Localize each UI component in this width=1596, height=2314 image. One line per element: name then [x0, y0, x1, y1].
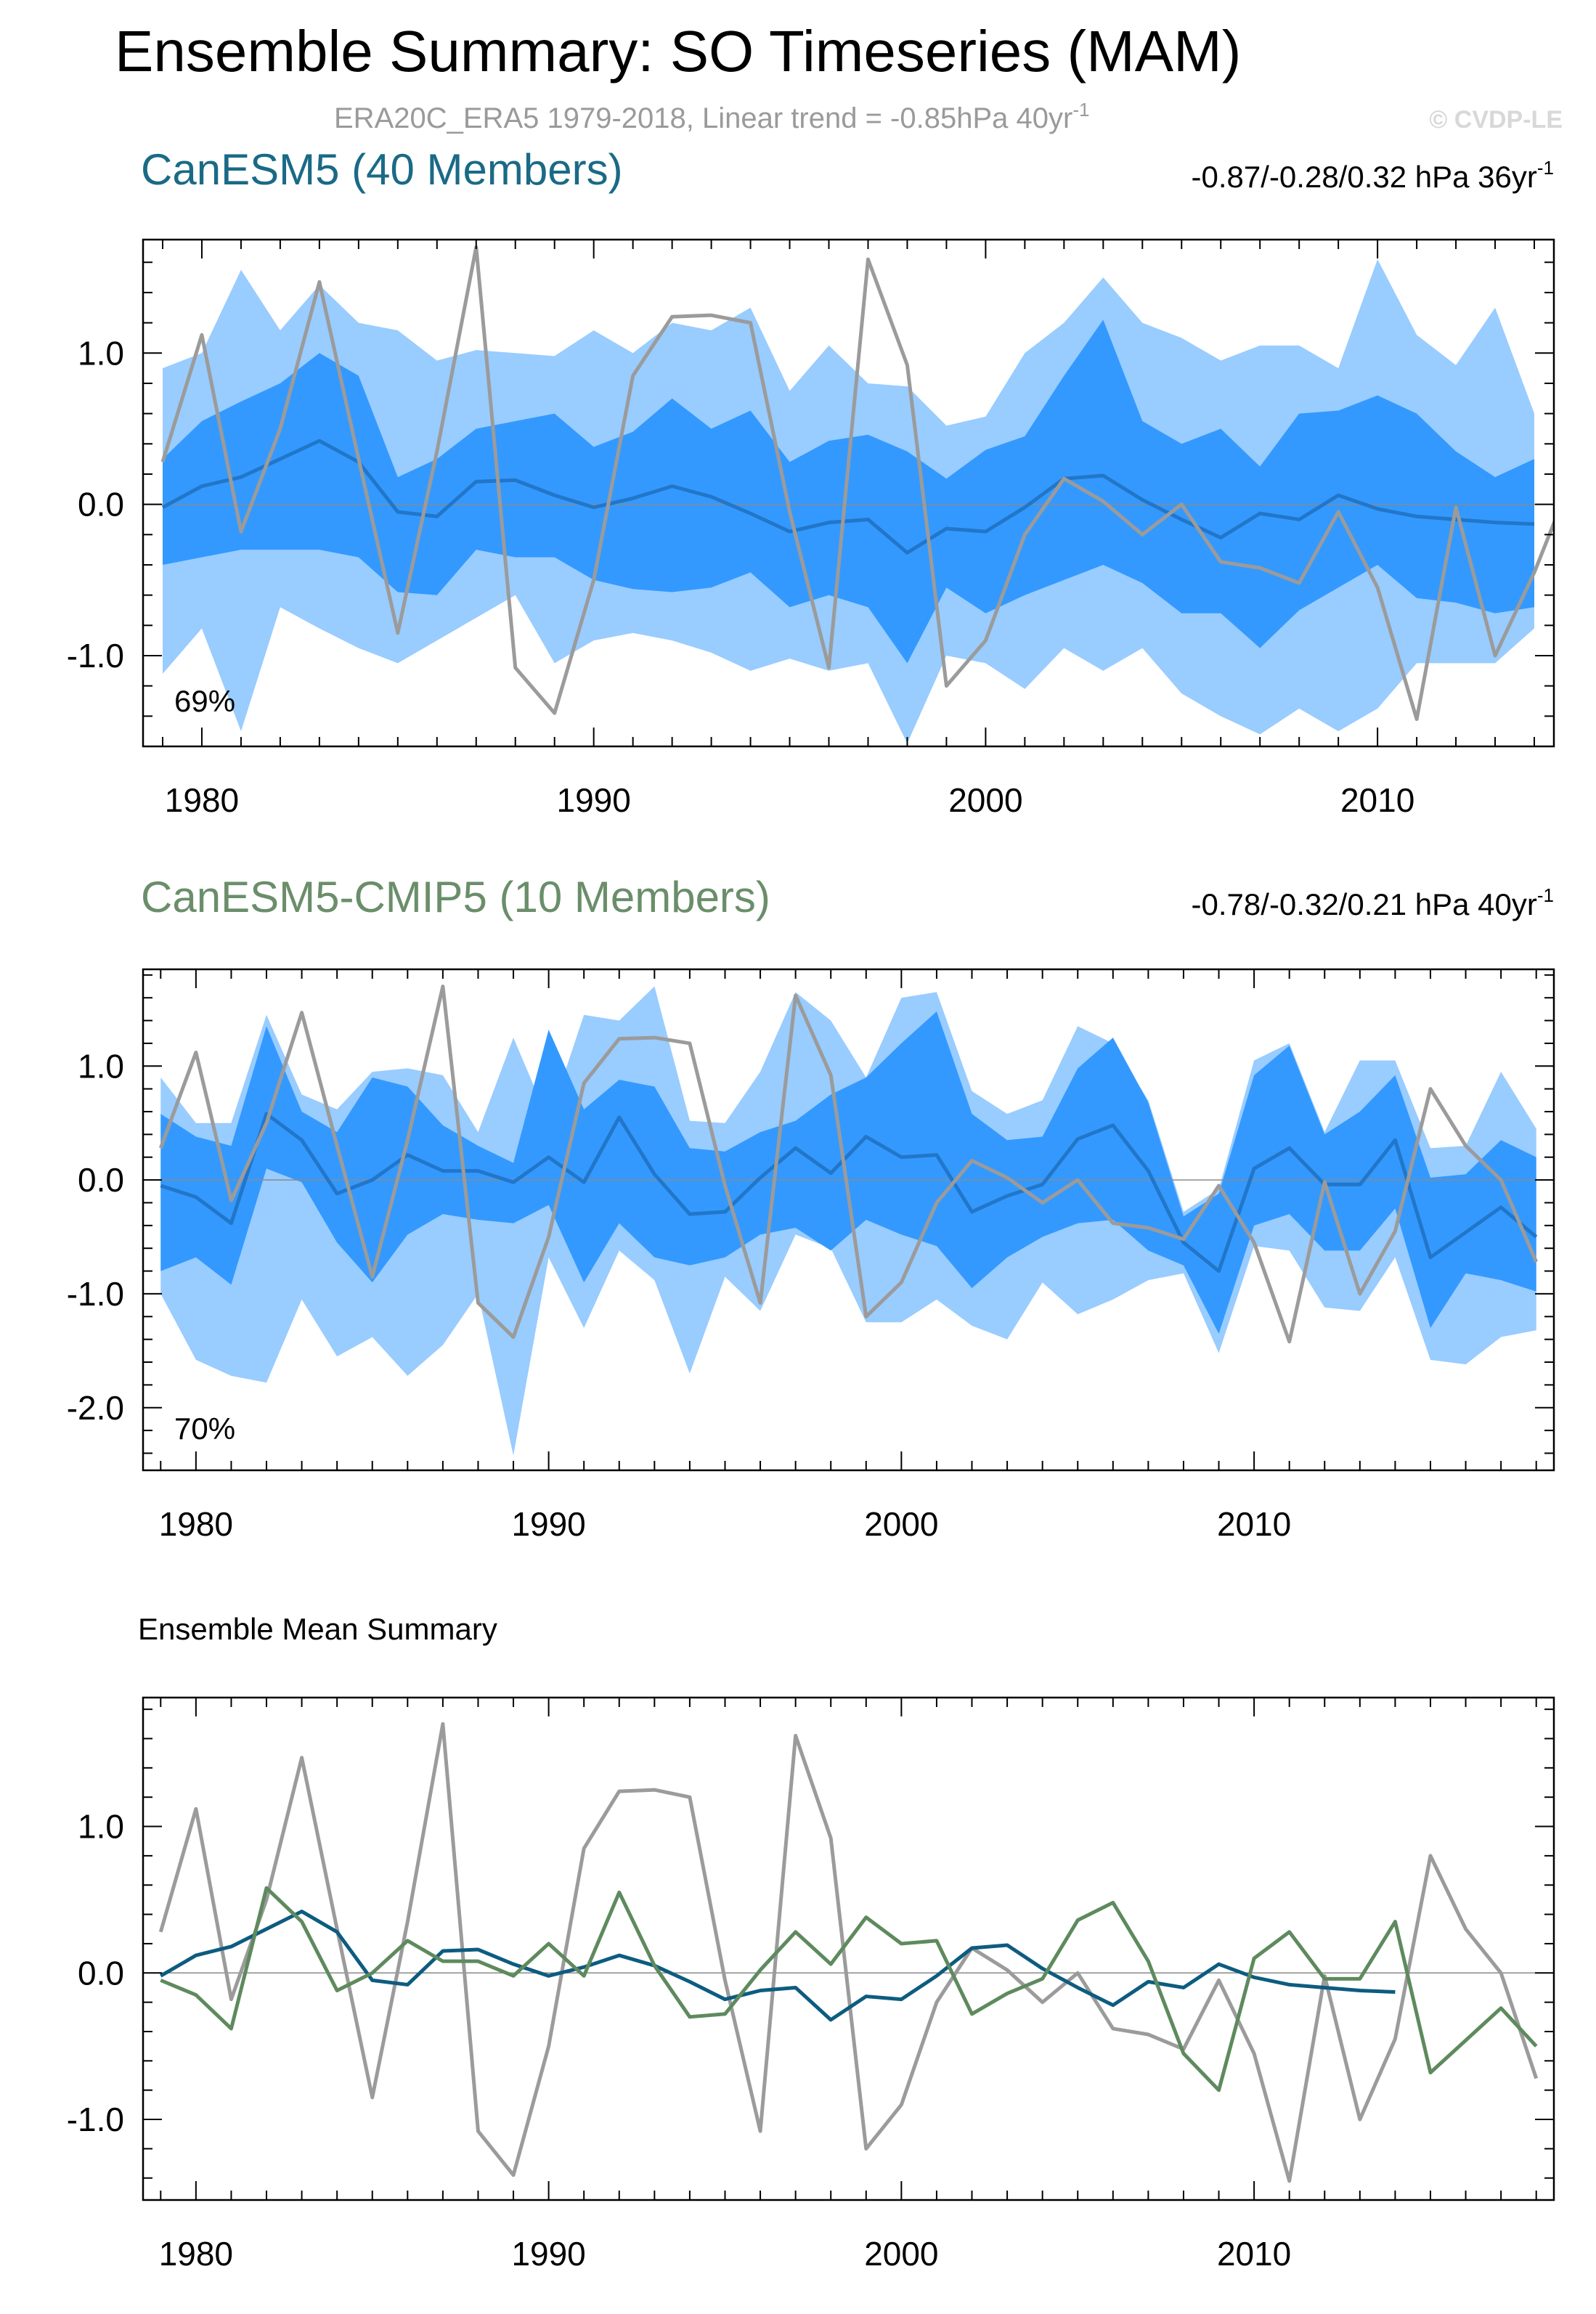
plot-frame: [142, 968, 1555, 1472]
percent-label-canesm5: 69%: [174, 684, 235, 718]
y-tick-label: -1.0: [67, 1275, 124, 1313]
inner-percentile-band: [162, 319, 1535, 664]
y-tick-label: -1.0: [67, 637, 124, 675]
ensemble-mean-line: [161, 439, 1535, 555]
subtitle: ERA20C_ERA5 1979-2018, Linear trend = -0…: [334, 99, 1089, 134]
y-tick-label: 0.0: [78, 486, 124, 523]
x-tick-label: 1980: [159, 2235, 233, 2273]
series-line-canesm5-cmip5: [160, 1886, 1538, 2093]
main-title: Ensemble Summary: SO Timeseries (MAM): [115, 19, 1241, 83]
x-tick-label: 1980: [165, 781, 239, 819]
plot-area-ensemble-mean: 1980 1990 2000 2010 1.0 0.0 -1.0: [67, 1696, 1555, 2273]
x-tick-label: 2010: [1340, 781, 1414, 819]
x-tick-label: 2010: [1217, 2235, 1291, 2273]
inner-percentile-band: [160, 1011, 1536, 1334]
y-tick-label: 1.0: [78, 1808, 124, 1846]
observed-line: [160, 245, 1554, 721]
panel-title-canesm5: CanESM5 (40 Members): [141, 145, 623, 194]
y-tick-label: 0.0: [78, 1161, 124, 1199]
trend-stat-text: -0.87/-0.28/0.32 hPa 36yr: [1192, 160, 1537, 194]
y-tick-label: 1.0: [78, 1047, 124, 1085]
panel-title-ensemble-mean: Ensemble Mean Summary: [138, 1612, 497, 1646]
plot-frame: [142, 1696, 1555, 2201]
trend-stat-canesm5: -0.87/-0.28/0.32 hPa 36yr-1: [1192, 157, 1554, 194]
panel-title-canesm5-cmip5: CanESM5-CMIP5 (10 Members): [141, 873, 770, 921]
percent-label-canesm5-cmip5: 70%: [174, 1411, 235, 1446]
x-tick-label: 1990: [511, 2235, 585, 2273]
trend-stat-superscript: -1: [1537, 157, 1554, 179]
x-tick-label: 1990: [557, 781, 631, 819]
subtitle-text: ERA20C_ERA5 1979-2018, Linear trend = -0…: [334, 102, 1072, 134]
plot-frame: [142, 238, 1555, 748]
observed-line: [158, 985, 1539, 1344]
x-tick-label: 1980: [159, 1505, 233, 1543]
y-tick-label: 1.0: [78, 334, 124, 372]
x-tick-label: 2000: [864, 2235, 938, 2273]
x-tick-label: 2010: [1217, 1505, 1291, 1543]
plot-area-canesm5: 1980 1990 2000 2010 1.0 0.0 -1.0: [67, 238, 1555, 819]
y-tick-label: -2.0: [67, 1389, 124, 1427]
panel-canesm5-cmip5: CanESM5-CMIP5 (10 Members) -0.78/-0.32/0…: [67, 873, 1555, 1543]
series-line-era20c_era5: [158, 1722, 1539, 2183]
series-line-canesm5: [160, 1910, 1396, 2022]
plot-inner: [143, 245, 1554, 744]
x-tick-label: 1990: [511, 1505, 585, 1543]
copyright-label: © CVDP-LE: [1429, 106, 1563, 134]
y-tick-label: -1.0: [67, 2101, 124, 2138]
plot-inner: [143, 1722, 1554, 2183]
trend-stat-text: -0.78/-0.32/0.21 hPa 40yr: [1192, 887, 1537, 921]
trend-stat-canesm5-cmip5: -0.78/-0.32/0.21 hPa 40yr-1: [1192, 884, 1554, 921]
ensemble-mean-line: [160, 1112, 1538, 1274]
plot-inner: [143, 985, 1554, 1456]
plot-area-canesm5-cmip5: 1980 1990 2000 2010 1.0 0.0 -1.0 -2.0: [67, 968, 1555, 1543]
y-tick-label: 0.0: [78, 1954, 124, 1992]
panel-ensemble-mean-summary: Ensemble Mean Summary 1980 1990 2000 2010 1.…: [67, 1612, 1555, 2273]
x-tick-label: 2000: [864, 1505, 938, 1543]
panel-canesm5: CanESM5 (40 Members) -0.87/-0.28/0.32 hP…: [67, 145, 1555, 819]
trend-stat-superscript: -1: [1537, 884, 1554, 906]
subtitle-superscript: -1: [1072, 99, 1089, 121]
x-tick-label: 2000: [948, 781, 1022, 819]
